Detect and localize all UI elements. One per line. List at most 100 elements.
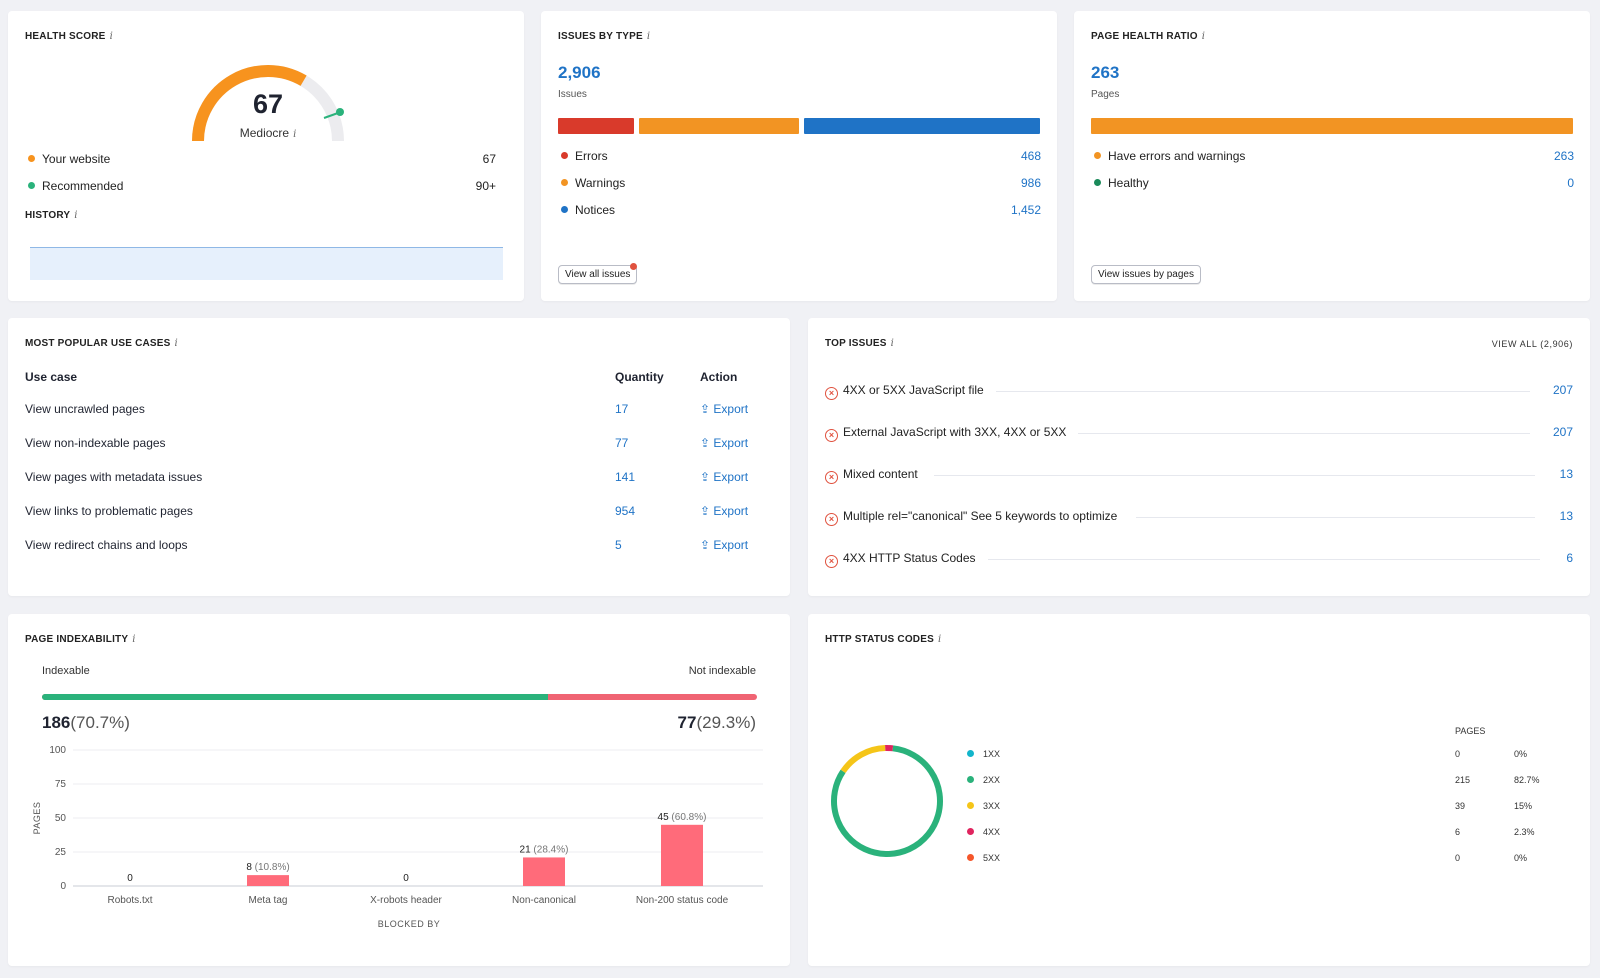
status-code: 4XX [983, 827, 1001, 837]
http-status-card: HTTP STATUS CODES i PAGES 1XX 0 0% 2XX 21… [808, 614, 1590, 966]
x-tick-label: Non-canonical [512, 895, 576, 906]
legend-healthy[interactable]: Healthy 0 [1094, 176, 1574, 190]
view-all-issues-button[interactable]: View all issues [558, 265, 638, 284]
use-case-quantity[interactable]: 5 [615, 538, 622, 552]
top-issue-count[interactable]: 207 [1552, 383, 1573, 397]
legend-notices[interactable]: Notices 1,452 [561, 203, 1041, 217]
blocked-by-bar-chart: 100 75 50 25 0 0 Robots.txt 8 (10.8%) Meta tag 0 X… [32, 745, 763, 929]
status-5xx-dot [967, 854, 974, 861]
status-pct: 2.3% [1514, 827, 1535, 837]
issues-total[interactable]: 2,906 [558, 63, 601, 82]
status-code: 5XX [983, 853, 1001, 863]
indexable-stat[interactable]: 186(70.7%) [42, 713, 130, 732]
history-chart [30, 247, 503, 280]
bar[interactable] [247, 875, 289, 886]
status-pages: 215 [1455, 775, 1471, 785]
not-indexable-stat[interactable]: 77(29.3%) [677, 713, 756, 732]
status-4xx-dot [967, 828, 974, 835]
donut-segment-2xx[interactable] [831, 745, 943, 857]
error-icon: × [825, 429, 838, 442]
info-icon[interactable]: i [74, 210, 78, 221]
x-axis-label: BLOCKED BY [378, 919, 441, 929]
legend-errors[interactable]: Errors 468 [561, 149, 1041, 163]
export-icon: ⇪ [700, 538, 714, 552]
export-button[interactable]: ⇪ Export [700, 402, 749, 416]
notices-bar-segment[interactable] [804, 118, 1041, 134]
view-all-link[interactable]: VIEW ALL (2,906) [1491, 339, 1573, 349]
info-icon[interactable]: i [890, 338, 895, 349]
use-case-label[interactable]: View pages with metadata issues [25, 470, 203, 484]
use-case-label[interactable]: View non-indexable pages [25, 436, 166, 450]
donut-segment-3xx[interactable] [840, 745, 886, 774]
info-icon[interactable]: i [646, 31, 651, 42]
status-pages: 6 [1455, 827, 1461, 837]
status-pct: 15% [1514, 801, 1533, 811]
info-icon[interactable]: i [937, 634, 942, 645]
info-icon[interactable]: i [1201, 31, 1206, 42]
history-title: HISTORY i [25, 210, 78, 221]
y-axis-label: PAGES [32, 802, 42, 835]
top-issue-count[interactable]: 6 [1566, 551, 1573, 565]
status-pct: 0% [1514, 853, 1528, 863]
x-tick-label: Non-200 status code [636, 895, 729, 906]
top-issue-count[interactable]: 13 [1559, 509, 1573, 523]
bar[interactable] [661, 824, 703, 886]
divider [988, 559, 1540, 560]
legend-errors-warnings[interactable]: Have errors and warnings 263 [1094, 149, 1574, 163]
http-status-donut [831, 744, 943, 857]
page-health-ratio-card: PAGE HEALTH RATIO i 263 Pages Have errors… [1074, 11, 1590, 301]
top-issue-count[interactable]: 207 [1552, 425, 1573, 439]
divider [1136, 517, 1535, 518]
legend-warnings[interactable]: Warnings 986 [561, 176, 1041, 190]
issues-stacked-bar [558, 118, 1041, 134]
x-tick-label: X-robots header [370, 895, 442, 906]
top-issue-label[interactable]: 4XX or 5XX JavaScript file [843, 383, 984, 397]
info-icon[interactable]: i [109, 31, 113, 42]
header-use-case: Use case [25, 370, 78, 384]
use-case-quantity[interactable]: 141 [615, 470, 636, 484]
export-button[interactable]: ⇪ Export [700, 504, 749, 518]
export-button[interactable]: ⇪ Export [700, 436, 749, 450]
use-case-label[interactable]: View uncrawled pages [25, 402, 145, 416]
bar-value-label: 0 [127, 873, 133, 884]
errors-warnings-dot [1094, 152, 1101, 159]
indexable-label: Indexable [42, 665, 90, 677]
your-website-dot [28, 155, 35, 162]
x-tick-label: Meta tag [249, 895, 288, 906]
top-issue-label[interactable]: External JavaScript with 3XX, 4XX or 5XX [843, 425, 1067, 439]
warnings-bar-segment[interactable] [639, 118, 800, 134]
y-tick-label: 75 [55, 779, 67, 790]
use-case-label[interactable]: View links to problematic pages [25, 504, 193, 518]
error-icon: × [825, 471, 838, 484]
use-case-quantity[interactable]: 77 [615, 436, 629, 450]
indexable-bar-fill[interactable] [42, 694, 548, 700]
health-score-rating: Mediocre i [239, 126, 297, 140]
top-issue-label[interactable]: Mixed content [843, 467, 918, 481]
errors-bar-segment[interactable] [558, 118, 635, 134]
use-case-quantity[interactable]: 954 [615, 504, 636, 518]
top-issue-label[interactable]: 4XX HTTP Status Codes [843, 551, 976, 565]
page-health-bar[interactable] [1091, 118, 1573, 134]
pages-total[interactable]: 263 [1091, 63, 1120, 82]
indexability-bar[interactable] [42, 694, 757, 700]
gauge-recommended-dot [336, 108, 344, 116]
use-case-label[interactable]: View redirect chains and loops [25, 538, 188, 552]
status-code: 2XX [983, 775, 1001, 785]
use-case-quantity[interactable]: 17 [615, 402, 629, 416]
status-2xx-dot [967, 776, 974, 783]
export-button[interactable]: ⇪ Export [700, 470, 749, 484]
top-issues-card: TOP ISSUES i VIEW ALL (2,906) × 4XX or 5XX… [808, 318, 1590, 596]
info-icon[interactable]: i [293, 129, 297, 140]
notification-dot [630, 263, 637, 270]
view-issues-by-pages-button[interactable]: View issues by pages [1091, 265, 1201, 284]
bar[interactable] [523, 857, 565, 886]
top-issue-label[interactable]: Multiple rel="canonical" See 5 keywords … [843, 509, 1118, 523]
top-issue-count[interactable]: 13 [1559, 467, 1573, 481]
y-tick-label: 100 [49, 745, 66, 756]
health-score-title: HEALTH SCORE i [25, 31, 113, 42]
status-pct: 0% [1514, 749, 1528, 759]
info-icon[interactable]: i [132, 634, 136, 645]
bar-value-label: 45 (60.8%) [658, 812, 707, 823]
export-button[interactable]: ⇪ Export [700, 538, 749, 552]
info-icon[interactable]: i [174, 338, 178, 349]
